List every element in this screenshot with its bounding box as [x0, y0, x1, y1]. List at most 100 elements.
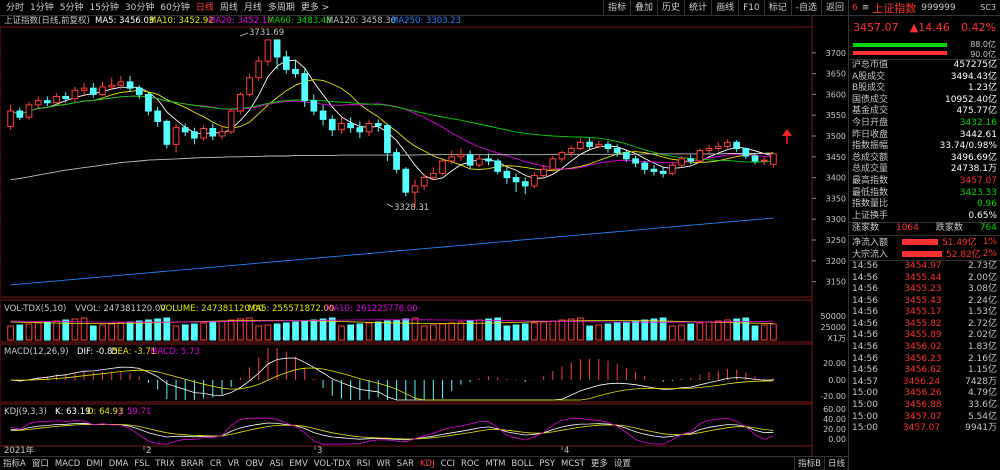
candle[interactable] [632, 155, 639, 168]
indicator-tab-19[interactable]: ROC [461, 458, 480, 469]
indicator-tab-4[interactable]: DMA [108, 458, 129, 469]
candle[interactable] [466, 150, 474, 170]
period-tab-6[interactable]: 日线 [195, 2, 214, 13]
candle[interactable] [374, 119, 382, 132]
candle[interactable] [292, 61, 299, 78]
candle[interactable] [696, 148, 704, 164]
candle[interactable] [237, 92, 244, 115]
candle[interactable] [687, 154, 695, 165]
candle[interactable] [338, 117, 345, 134]
chart-area[interactable]: 3700365036003550350034503400335033003250… [0, 0, 848, 470]
candle[interactable] [80, 82, 88, 95]
indicator-tab-18[interactable]: CCI [440, 458, 455, 469]
tool-tab-5[interactable]: F10 [738, 0, 764, 16]
candle[interactable] [604, 140, 612, 153]
candle[interactable] [154, 106, 161, 127]
tool-tab-2[interactable]: 历史 [657, 0, 684, 16]
indicator-tab-13[interactable]: VOL-TDX [313, 458, 351, 469]
candle[interactable] [623, 150, 630, 162]
candle[interactable] [751, 153, 759, 165]
candle[interactable] [191, 127, 198, 145]
candle[interactable] [264, 39, 272, 67]
period-tab-0[interactable]: 分时 [6, 2, 25, 13]
tool-tab-3[interactable]: 统计 [684, 0, 711, 16]
indicator-tab-5[interactable]: FSL [134, 458, 150, 469]
candle[interactable] [16, 107, 24, 121]
indicator-tab-14[interactable]: RSI [356, 458, 371, 469]
indicator-tab-2[interactable]: MACD [54, 458, 81, 469]
indicator-tab-7[interactable]: BRAR [180, 458, 204, 469]
indicator-tab-17[interactable]: KDJ [419, 458, 435, 469]
candle[interactable] [227, 108, 235, 134]
candle[interactable] [678, 155, 685, 168]
candle[interactable] [99, 81, 106, 97]
candle[interactable] [246, 73, 253, 97]
candle[interactable] [512, 173, 520, 193]
corner-tab-1[interactable]: 日线 [823, 457, 848, 470]
tool-tab-7[interactable]: -自选 [790, 0, 821, 16]
tool-tab-6[interactable]: 标记 [763, 0, 791, 16]
candle[interactable] [650, 165, 658, 176]
candle[interactable] [457, 148, 465, 161]
candle[interactable] [218, 125, 226, 140]
candle[interactable] [301, 69, 309, 107]
candle[interactable] [328, 115, 336, 136]
candle[interactable] [567, 145, 575, 157]
candle[interactable] [393, 148, 400, 174]
tool-tab-1[interactable]: 叠加 [630, 0, 657, 16]
period-tab-2[interactable]: 5分钟 [59, 2, 84, 13]
candle[interactable] [724, 139, 731, 149]
candle[interactable] [71, 86, 79, 102]
indicator-tab-23[interactable]: MCST [560, 458, 585, 469]
candle[interactable] [485, 153, 492, 166]
indicator-tab-8[interactable]: CR [209, 458, 222, 469]
candle[interactable] [714, 142, 722, 151]
candle[interactable] [549, 155, 557, 172]
candle[interactable] [126, 75, 134, 92]
candle[interactable] [521, 177, 529, 195]
period-tab-10[interactable]: 更多 > [300, 2, 330, 13]
menu-icon[interactable]: ≡ [861, 2, 870, 13]
indicator-tab-24[interactable]: 更多 [590, 458, 608, 469]
candle[interactable] [89, 82, 97, 98]
candle[interactable] [448, 150, 456, 165]
candle[interactable] [135, 85, 143, 99]
indicator-tab-15[interactable]: WR [376, 458, 391, 469]
candle[interactable] [310, 94, 318, 116]
candle[interactable] [595, 140, 603, 149]
candle[interactable] [475, 154, 483, 168]
candle[interactable] [7, 104, 14, 130]
candle[interactable] [145, 92, 152, 116]
indicator-tab-20[interactable]: MTM [485, 458, 506, 469]
indicator-tab-22[interactable]: PSY [539, 458, 555, 469]
period-tab-1[interactable]: 1分钟 [30, 2, 54, 13]
candle[interactable] [540, 165, 547, 179]
candle[interactable] [770, 153, 777, 169]
indicator-tab-12[interactable]: EMV [289, 458, 308, 469]
tool-tab-4[interactable]: 画线 [711, 0, 738, 16]
indicator-tab-1[interactable]: 窗口 [31, 458, 49, 469]
candle[interactable] [742, 147, 750, 159]
period-tab-7[interactable]: 周线 [219, 2, 238, 13]
candle[interactable] [273, 39, 281, 70]
candle[interactable] [439, 157, 446, 176]
indicator-tab-25[interactable]: 设置 [613, 458, 631, 469]
candle[interactable] [613, 144, 621, 157]
candle[interactable] [668, 161, 676, 176]
candle[interactable] [365, 119, 373, 136]
period-tab-3[interactable]: 15分钟 [89, 2, 119, 13]
candle[interactable] [558, 150, 566, 162]
candle[interactable] [733, 140, 740, 152]
sc-badge[interactable]: SC3 [980, 3, 996, 12]
candle[interactable] [659, 167, 667, 178]
candle[interactable] [25, 101, 33, 120]
candle[interactable] [53, 93, 60, 106]
period-tab-8[interactable]: 月线 [243, 2, 262, 13]
candle[interactable] [384, 123, 391, 161]
candle[interactable] [411, 179, 419, 208]
candle[interactable] [503, 167, 511, 184]
candle[interactable] [347, 117, 354, 133]
candle[interactable] [172, 123, 180, 153]
candle[interactable] [282, 50, 290, 74]
candle[interactable] [117, 75, 125, 90]
